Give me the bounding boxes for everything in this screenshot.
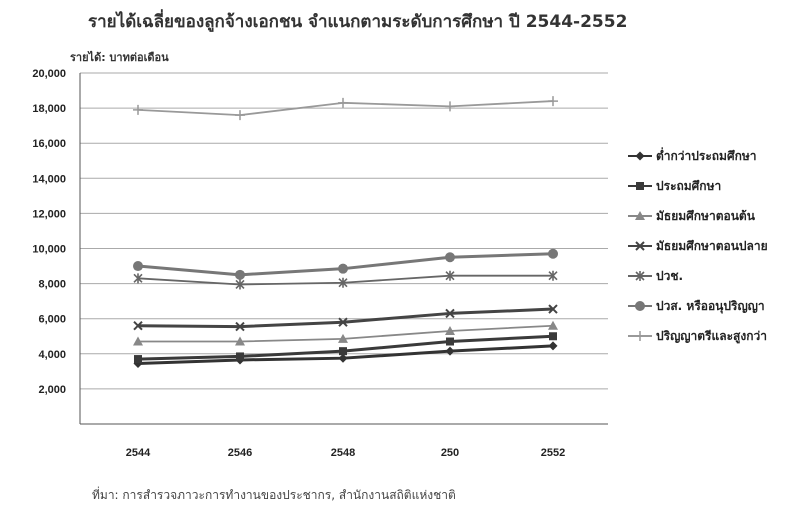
data-point <box>338 263 348 274</box>
data-point <box>339 347 347 356</box>
legend-label: ปวช. <box>656 269 683 283</box>
data-point <box>133 273 143 284</box>
data-point <box>338 353 348 363</box>
legend-marker <box>635 211 645 220</box>
data-point <box>133 104 143 115</box>
legend-item: มัธยมศึกษาตอนต้น <box>628 209 756 223</box>
axes <box>79 73 608 425</box>
data-point <box>445 308 455 319</box>
y-tick-label: 16,000 <box>32 138 66 150</box>
y-tick-label: 4,000 <box>38 349 66 361</box>
data-point <box>446 337 454 346</box>
series-lines <box>133 96 558 368</box>
legend-label: ปริญญาตรีและสูงกว่า <box>656 329 767 344</box>
data-point <box>235 269 245 280</box>
legend-label: มัธยมศึกษาตอนต้น <box>656 209 756 223</box>
legend-label: ต่ำกว่าประถมศึกษา <box>656 147 757 163</box>
data-point <box>548 320 558 330</box>
data-point <box>338 277 348 288</box>
chart-title: รายได้เฉลี่ยของลูกจ้างเอกชน จำแนกตามระดั… <box>88 12 628 32</box>
data-point <box>235 110 245 121</box>
series-1 <box>134 332 557 364</box>
y-axis-unit-label: รายได้: บาทต่อเดือน <box>70 51 169 64</box>
y-tick-label: 18,000 <box>32 103 66 115</box>
data-point <box>338 317 348 327</box>
y-tick-label: 20,000 <box>32 68 66 80</box>
series-5 <box>133 248 558 280</box>
legend-marker <box>635 331 645 341</box>
y-tick-label: 12,000 <box>32 208 66 220</box>
source-note: ที่มา: การสำรวจภาวะการทำงานของประชากร, ส… <box>92 488 456 502</box>
series-6 <box>133 96 558 121</box>
legend-item: ปวส. หรืออนุปริญญา <box>628 299 765 314</box>
y-tick-label: 10,000 <box>32 244 66 256</box>
series-3 <box>133 304 558 332</box>
legend-marker <box>635 151 645 161</box>
data-point <box>548 270 558 281</box>
y-tick-label: 14,000 <box>32 173 66 185</box>
legend-marker <box>636 182 644 190</box>
data-point <box>133 261 143 272</box>
data-point <box>338 97 348 108</box>
legend-item: ประถมศึกษา <box>628 179 721 193</box>
legend-item: ปริญญาตรีและสูงกว่า <box>628 329 767 344</box>
y-tick-label: 2,000 <box>38 384 66 396</box>
series-2 <box>133 320 558 346</box>
data-point <box>548 304 558 314</box>
data-point <box>133 336 143 346</box>
x-tick-label: 2544 <box>126 447 151 459</box>
x-tick-label: 2552 <box>541 447 565 459</box>
data-point <box>445 346 455 356</box>
legend-marker <box>635 241 645 251</box>
y-tick-label: 8,000 <box>38 279 66 291</box>
legend-marker <box>635 271 645 281</box>
data-point <box>445 270 455 281</box>
legend: ต่ำกว่าประถมศึกษาประถมศึกษามัธยมศึกษาตอน… <box>628 147 768 344</box>
legend-label: ปวส. หรืออนุปริญญา <box>656 299 765 314</box>
data-point <box>236 352 244 361</box>
data-point <box>235 321 245 332</box>
x-tick-label: 2546 <box>228 447 252 459</box>
legend-item: มัธยมศึกษาตอนปลาย <box>628 239 768 253</box>
x-tick-label: 2548 <box>331 447 355 459</box>
y-tick-labels: 20,000 18,000 16,000 14,000 12,000 10,000 8,00… <box>32 68 66 396</box>
legend-label: มัธยมศึกษาตอนปลาย <box>656 239 768 253</box>
series-4 <box>133 270 558 290</box>
data-point <box>548 248 558 259</box>
legend-item: ปวช. <box>628 269 683 283</box>
legend-item: ต่ำกว่าประถมศึกษา <box>628 147 757 163</box>
legend-label: ประถมศึกษา <box>656 179 721 193</box>
x-tick-label: 250 <box>441 447 459 459</box>
line-chart: 20,000 18,000 16,000 14,000 12,000 10,000 8,00… <box>32 68 768 459</box>
data-point <box>338 333 348 343</box>
data-point <box>549 332 557 341</box>
data-point <box>445 101 455 112</box>
data-point <box>134 355 142 364</box>
data-point <box>445 325 455 335</box>
data-point <box>235 279 245 290</box>
data-point <box>133 321 143 331</box>
data-point <box>235 336 245 346</box>
y-tick-label: 6,000 <box>38 314 66 326</box>
x-tick-labels: 2544 2546 2548 250 2552 <box>126 447 565 459</box>
data-point <box>548 341 558 351</box>
data-point <box>445 252 455 263</box>
data-point <box>548 96 558 107</box>
legend-marker <box>635 301 645 311</box>
